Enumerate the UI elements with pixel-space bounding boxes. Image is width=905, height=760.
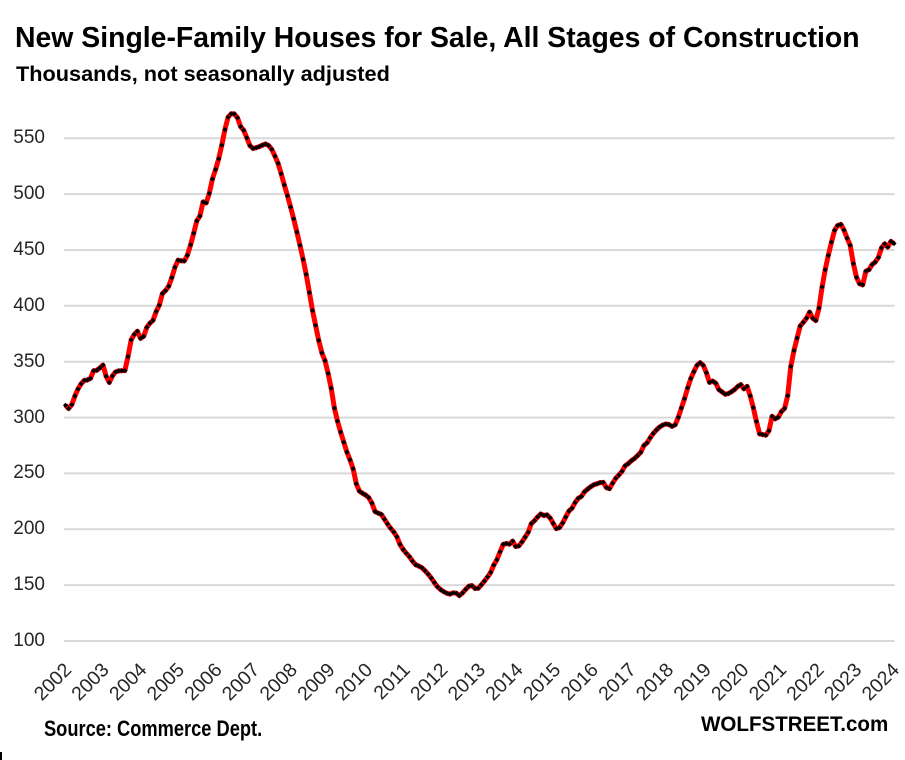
- svg-text:2002: 2002: [30, 659, 76, 705]
- svg-text:2018: 2018: [632, 659, 678, 705]
- svg-text:2019: 2019: [669, 659, 715, 705]
- svg-text:2021: 2021: [745, 659, 791, 705]
- svg-text:2017: 2017: [594, 659, 640, 705]
- svg-text:2015: 2015: [519, 659, 565, 705]
- svg-text:2006: 2006: [180, 659, 226, 705]
- svg-text:2010: 2010: [331, 659, 377, 705]
- svg-text:2008: 2008: [256, 659, 302, 705]
- svg-text:2023: 2023: [820, 659, 866, 705]
- svg-text:2009: 2009: [293, 659, 339, 705]
- svg-text:2012: 2012: [406, 659, 452, 705]
- svg-text:2013: 2013: [444, 659, 490, 705]
- svg-text:2022: 2022: [782, 659, 828, 705]
- svg-text:2020: 2020: [707, 659, 753, 705]
- svg-text:2004: 2004: [105, 659, 151, 705]
- svg-text:2003: 2003: [67, 659, 113, 705]
- svg-text:2005: 2005: [143, 659, 189, 705]
- svg-text:2011: 2011: [370, 659, 415, 704]
- svg-text:2024: 2024: [858, 659, 904, 705]
- svg-text:2007: 2007: [218, 659, 264, 705]
- svg-text:2016: 2016: [557, 659, 603, 705]
- svg-text:2014: 2014: [481, 659, 527, 705]
